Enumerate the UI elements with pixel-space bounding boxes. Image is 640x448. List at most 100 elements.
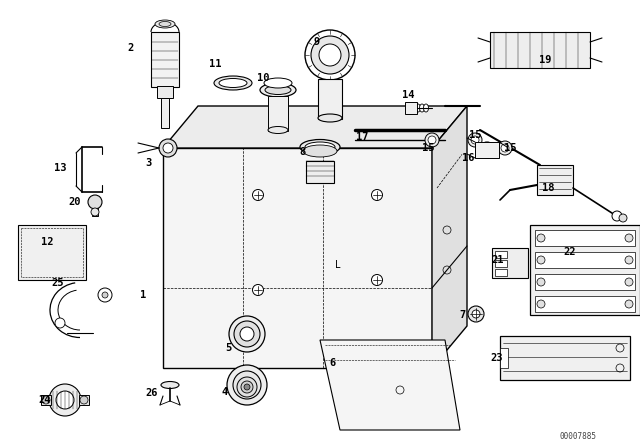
Bar xyxy=(475,142,499,158)
Circle shape xyxy=(253,284,264,296)
Circle shape xyxy=(163,143,173,153)
Text: 4: 4 xyxy=(222,387,228,397)
Bar xyxy=(161,98,169,128)
Circle shape xyxy=(371,275,383,285)
Circle shape xyxy=(472,310,480,318)
Ellipse shape xyxy=(155,20,175,28)
Circle shape xyxy=(244,384,250,390)
Text: 10: 10 xyxy=(257,73,269,83)
Bar xyxy=(92,208,98,216)
Ellipse shape xyxy=(305,142,335,152)
Circle shape xyxy=(229,316,265,352)
Bar xyxy=(157,86,173,98)
Text: 7: 7 xyxy=(459,310,465,320)
Text: 9: 9 xyxy=(314,37,320,47)
Text: 21: 21 xyxy=(492,255,504,265)
Circle shape xyxy=(91,208,99,216)
Circle shape xyxy=(471,136,479,144)
Circle shape xyxy=(49,384,81,416)
Circle shape xyxy=(625,256,633,264)
Circle shape xyxy=(234,321,260,347)
Circle shape xyxy=(537,234,545,242)
Bar xyxy=(268,96,288,131)
Circle shape xyxy=(537,256,545,264)
Polygon shape xyxy=(163,106,467,148)
Bar xyxy=(405,102,417,114)
Circle shape xyxy=(305,30,355,80)
Text: 13: 13 xyxy=(54,163,67,173)
Bar xyxy=(530,225,640,315)
Circle shape xyxy=(233,371,261,399)
Ellipse shape xyxy=(219,78,247,87)
Circle shape xyxy=(88,195,102,209)
Bar xyxy=(495,269,507,276)
Text: 6: 6 xyxy=(329,358,335,368)
Text: 15: 15 xyxy=(468,130,481,140)
Polygon shape xyxy=(320,340,460,430)
Polygon shape xyxy=(432,106,467,368)
Circle shape xyxy=(371,190,383,201)
Circle shape xyxy=(619,214,627,222)
Circle shape xyxy=(468,306,484,322)
Ellipse shape xyxy=(260,83,296,97)
Circle shape xyxy=(102,292,108,298)
Circle shape xyxy=(498,141,512,155)
Circle shape xyxy=(241,381,253,393)
Circle shape xyxy=(537,278,545,286)
Circle shape xyxy=(227,365,267,405)
Text: 19: 19 xyxy=(539,55,551,65)
Ellipse shape xyxy=(318,114,342,122)
Circle shape xyxy=(501,144,509,152)
Text: 22: 22 xyxy=(564,247,576,257)
Bar xyxy=(535,230,635,246)
Ellipse shape xyxy=(265,86,291,95)
Text: 1: 1 xyxy=(140,290,146,300)
Ellipse shape xyxy=(214,76,252,90)
Text: 20: 20 xyxy=(68,197,81,207)
Bar xyxy=(495,251,507,258)
Ellipse shape xyxy=(419,104,424,112)
Ellipse shape xyxy=(264,78,292,88)
Circle shape xyxy=(311,36,349,74)
Text: 18: 18 xyxy=(541,183,554,193)
Circle shape xyxy=(253,190,264,201)
Text: 5: 5 xyxy=(225,343,231,353)
Circle shape xyxy=(240,327,254,341)
Bar xyxy=(500,348,508,368)
Text: 17: 17 xyxy=(356,132,368,142)
Bar xyxy=(490,32,590,68)
Text: 25: 25 xyxy=(52,278,64,288)
Ellipse shape xyxy=(159,22,171,26)
Bar xyxy=(41,395,51,405)
Circle shape xyxy=(80,396,88,404)
Bar xyxy=(495,260,507,267)
Circle shape xyxy=(625,300,633,308)
Text: 3: 3 xyxy=(145,158,151,168)
Bar xyxy=(492,248,528,278)
Bar xyxy=(18,225,86,280)
Circle shape xyxy=(319,44,341,66)
Circle shape xyxy=(159,139,177,157)
Bar xyxy=(151,32,179,87)
Circle shape xyxy=(425,133,439,147)
Text: 12: 12 xyxy=(41,237,53,247)
Circle shape xyxy=(625,278,633,286)
Circle shape xyxy=(479,142,495,158)
Circle shape xyxy=(625,234,633,242)
Text: 15: 15 xyxy=(422,143,435,153)
Bar xyxy=(318,79,342,119)
Bar xyxy=(500,336,630,380)
Text: 14: 14 xyxy=(402,90,414,100)
Bar xyxy=(535,252,635,268)
Ellipse shape xyxy=(412,104,417,112)
Polygon shape xyxy=(163,148,432,368)
Circle shape xyxy=(55,318,65,328)
Ellipse shape xyxy=(303,145,337,157)
Ellipse shape xyxy=(415,104,420,112)
Circle shape xyxy=(468,133,482,147)
Text: 16: 16 xyxy=(461,153,474,163)
Ellipse shape xyxy=(300,139,340,155)
Circle shape xyxy=(482,145,492,155)
Circle shape xyxy=(42,396,50,404)
Ellipse shape xyxy=(268,126,288,134)
